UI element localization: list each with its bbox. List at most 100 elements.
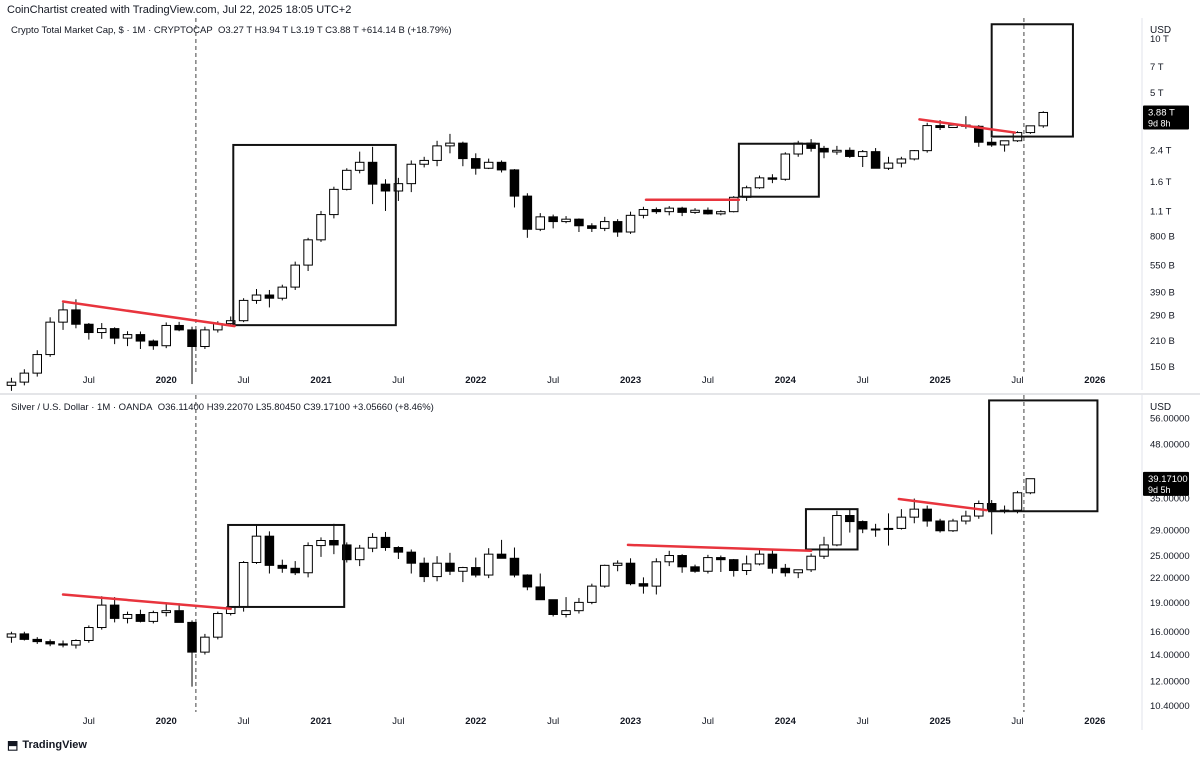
candle-up[interactable] (961, 510, 971, 525)
candle-up[interactable] (909, 498, 920, 524)
candle-down[interactable] (509, 169, 520, 208)
candle-up[interactable] (316, 537, 326, 557)
resistance-trendline[interactable] (626, 543, 813, 553)
candle-up[interactable] (883, 513, 894, 546)
candle-down[interactable] (625, 558, 636, 586)
candle-down[interactable] (187, 326, 197, 385)
candle-down[interactable] (496, 539, 507, 559)
highlight-box[interactable] (804, 508, 859, 551)
candle-down[interactable] (380, 531, 391, 551)
candle-down[interactable] (780, 563, 791, 577)
candle-up[interactable] (238, 298, 249, 323)
candle-up[interactable] (432, 140, 442, 167)
candle-up[interactable] (303, 542, 313, 578)
candle-up[interactable] (238, 561, 249, 612)
candle-up[interactable] (651, 558, 662, 595)
candle-up[interactable] (277, 284, 288, 301)
candle-up[interactable] (561, 216, 571, 224)
candle-down[interactable] (45, 639, 55, 647)
candle-up[interactable] (832, 145, 842, 155)
candle-up[interactable] (1025, 125, 1036, 134)
candle-up[interactable] (45, 317, 55, 357)
candle-up[interactable] (290, 261, 300, 290)
candle-up[interactable] (612, 560, 623, 572)
candle-down[interactable] (496, 160, 507, 173)
candle-down[interactable] (329, 523, 339, 555)
candle-down[interactable] (290, 561, 300, 576)
candle-up[interactable] (793, 569, 803, 579)
resistance-trendline[interactable] (61, 593, 232, 611)
candle-up[interactable] (857, 149, 868, 168)
candle-up[interactable] (367, 533, 378, 553)
candle-up[interactable] (71, 639, 81, 649)
candle-down[interactable] (922, 505, 932, 527)
candle-down[interactable] (935, 518, 945, 533)
candle-down[interactable] (445, 552, 455, 576)
candle-down[interactable] (986, 137, 997, 147)
candle-down[interactable] (135, 609, 146, 623)
candle-down[interactable] (806, 139, 816, 152)
highlight-box[interactable] (232, 143, 397, 327)
candle-down[interactable] (264, 531, 275, 574)
candle-down[interactable] (535, 573, 546, 601)
candle-up[interactable] (161, 322, 171, 349)
candle-down[interactable] (277, 559, 288, 573)
candle-up[interactable] (354, 544, 365, 567)
candle-up[interactable] (870, 523, 881, 537)
candle-down[interactable] (870, 148, 881, 169)
candle-down[interactable] (380, 179, 391, 211)
candle-up[interactable] (587, 583, 597, 605)
candle-up[interactable] (354, 151, 365, 174)
candle-down[interactable] (84, 323, 94, 340)
candle-up[interactable] (754, 549, 765, 566)
candle-down[interactable] (148, 339, 159, 350)
resistance-trendline[interactable] (61, 300, 236, 328)
candle-down[interactable] (367, 146, 378, 205)
candle-up[interactable] (599, 564, 610, 588)
candle-down[interactable] (342, 542, 352, 563)
candle-up[interactable] (96, 323, 107, 339)
candle-up[interactable] (703, 554, 713, 574)
candle-up[interactable] (896, 509, 907, 530)
resistance-trendline[interactable] (918, 118, 1017, 134)
candle-up[interactable] (690, 208, 700, 214)
candle-up[interactable] (6, 377, 17, 391)
candle-up[interactable] (445, 133, 455, 154)
candle-up[interactable] (406, 160, 417, 193)
candle-down[interactable] (716, 555, 726, 573)
candle-up[interactable] (483, 548, 494, 579)
candle-down[interactable] (845, 147, 855, 158)
candle-down[interactable] (32, 637, 43, 644)
candle-up[interactable] (84, 625, 94, 643)
candle-up[interactable] (342, 168, 352, 191)
candle-down[interactable] (677, 206, 687, 217)
candle-up[interactable] (638, 206, 649, 219)
candle-up[interactable] (200, 326, 210, 349)
candle-up[interactable] (754, 175, 765, 189)
candle-down[interactable] (471, 153, 481, 175)
candle-up[interactable] (122, 331, 133, 347)
candle-up[interactable] (780, 152, 791, 181)
candle-down[interactable] (458, 141, 468, 167)
candle-up[interactable] (896, 156, 907, 168)
candle-up[interactable] (96, 596, 107, 630)
candle-up[interactable] (225, 316, 236, 326)
candle-up[interactable] (561, 597, 571, 618)
candle-up[interactable] (664, 206, 674, 216)
highlight-box[interactable] (737, 142, 820, 198)
candle-up[interactable] (999, 140, 1010, 152)
candle-up[interactable] (316, 210, 326, 242)
candle-up[interactable] (948, 518, 958, 532)
candle-up[interactable] (599, 216, 610, 232)
candle-up[interactable] (19, 369, 30, 386)
candle-up[interactable] (483, 158, 494, 170)
resistance-trendline[interactable] (897, 497, 988, 512)
candle-down[interactable] (703, 207, 713, 215)
candle-down[interactable] (187, 620, 197, 687)
candle-up[interactable] (1012, 490, 1023, 514)
candle-down[interactable] (612, 219, 623, 237)
candle-down[interactable] (406, 549, 417, 574)
